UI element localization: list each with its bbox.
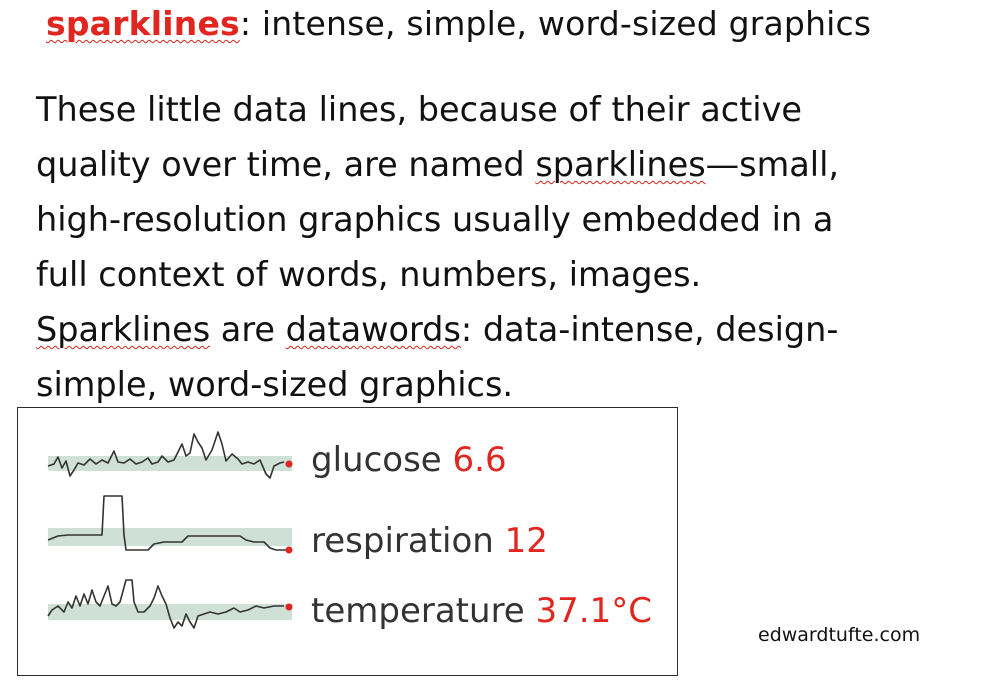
paragraph-line: Sparklines are datawords: data-intense, … (36, 302, 956, 357)
series-value: 12 (504, 521, 548, 561)
paragraph-line: full context of words, numbers, images. (36, 255, 702, 294)
glucose-label: glucose 6.6 (311, 440, 507, 480)
sparkline-figure: glucose 6.6 respiration 12 temperature 3… (17, 407, 678, 676)
series-value: 37.1°C (535, 591, 652, 631)
paragraph-line: quality over time, are named sparklines—… (36, 137, 956, 192)
paragraph-fragment: are (210, 310, 286, 349)
respiration-series-line (47, 495, 286, 551)
normal-range-band (48, 528, 292, 546)
series-name: respiration (311, 521, 494, 561)
temperature-endpoint-dot (285, 603, 293, 611)
respiration-label: respiration 12 (311, 521, 548, 561)
paragraph-line: high-resolution graphics usually embedde… (36, 200, 834, 239)
paragraph-line: These little data lines, because of thei… (36, 90, 803, 129)
glucose-sparkline (47, 431, 293, 479)
paragraph-term: Sparklines (36, 310, 211, 349)
temperature-series-line (47, 579, 284, 629)
title-keyword: sparklines (46, 4, 240, 43)
paragraph-fragment: —small, (705, 145, 840, 184)
respiration-sparkline (47, 495, 293, 554)
paragraph-fragment: : data-intense, design- (460, 310, 839, 349)
source-credit: edwardtufte.com (758, 624, 921, 646)
paragraph-term: datawords (285, 310, 461, 349)
body-paragraph: These little data lines, because of thei… (36, 82, 956, 412)
series-name: temperature (311, 591, 525, 631)
respiration-endpoint-dot (285, 546, 293, 554)
paragraph-fragment: quality over time, are named (36, 145, 536, 184)
series-name: glucose (311, 440, 442, 480)
title-rest: : intense, simple, word-sized graphics (239, 4, 872, 43)
paragraph-line: simple, word-sized graphics. (36, 365, 514, 404)
glucose-series-line (47, 431, 285, 479)
slide-title: sparklines: intense, simple, word-sized … (46, 4, 871, 43)
temperature-label: temperature 37.1°C (311, 591, 652, 631)
glucose-endpoint-dot (285, 460, 293, 468)
normal-range-band (48, 604, 292, 620)
series-value: 6.6 (452, 440, 507, 480)
paragraph-term: sparklines (535, 145, 706, 184)
temperature-sparkline (47, 579, 293, 629)
